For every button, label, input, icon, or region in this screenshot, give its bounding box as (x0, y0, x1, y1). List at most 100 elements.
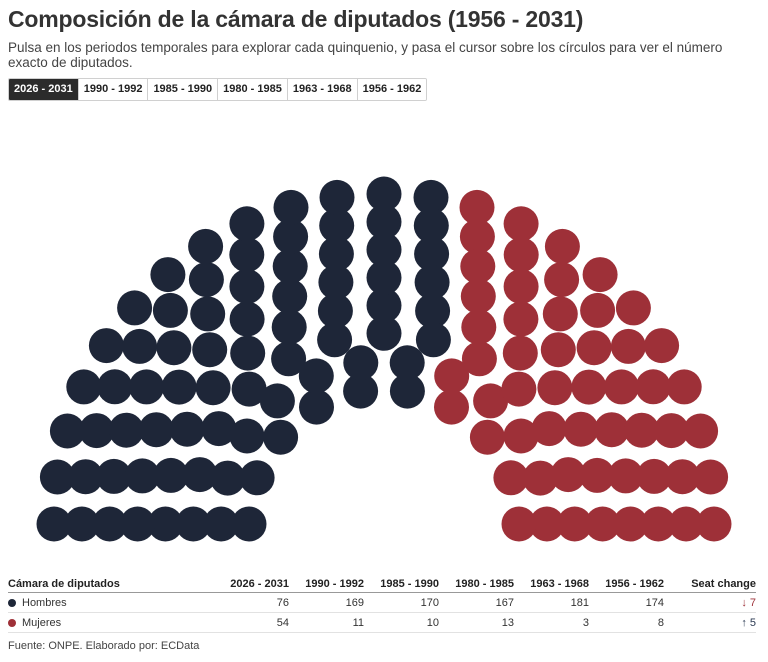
seat-hombres[interactable] (66, 369, 102, 405)
seat-hombres[interactable] (272, 278, 308, 314)
seat-hombres[interactable] (161, 369, 197, 405)
seat-hombres[interactable] (319, 179, 355, 215)
seat-hombres[interactable] (96, 458, 132, 494)
seat-mujeres[interactable] (503, 301, 539, 337)
tab-1985-1990[interactable]: 1985 - 1990 (148, 79, 219, 100)
seat-hombres[interactable] (389, 345, 425, 381)
seat-mujeres[interactable] (544, 228, 580, 264)
seat-hombres[interactable] (366, 176, 402, 212)
seat-mujeres[interactable] (636, 458, 672, 494)
seat-mujeres[interactable] (434, 358, 470, 394)
seat-mujeres[interactable] (531, 411, 567, 447)
seat-hombres[interactable] (319, 208, 355, 244)
seat-mujeres[interactable] (664, 459, 700, 495)
seat-mujeres[interactable] (459, 189, 495, 225)
seat-hombres[interactable] (366, 287, 402, 323)
seat-hombres[interactable] (366, 204, 402, 240)
seat-mujeres[interactable] (544, 262, 580, 298)
seat-hombres[interactable] (239, 460, 275, 496)
seat-hombres[interactable] (413, 208, 449, 244)
seat-hombres[interactable] (414, 236, 450, 272)
seat-hombres[interactable] (122, 328, 158, 364)
seat-hombres[interactable] (318, 264, 354, 300)
seat-hombres[interactable] (120, 506, 156, 542)
seat-hombres[interactable] (129, 369, 164, 405)
seat-hombres[interactable] (271, 309, 307, 345)
seat-mujeres[interactable] (608, 458, 644, 494)
seat-hombres[interactable] (203, 506, 239, 542)
seat-hombres[interactable] (175, 506, 211, 542)
seat-hombres[interactable] (201, 411, 237, 447)
seat-hombres[interactable] (229, 418, 265, 454)
seat-mujeres[interactable] (460, 278, 496, 314)
seat-mujeres[interactable] (610, 328, 646, 364)
seat-hombres[interactable] (188, 262, 224, 298)
seat-mujeres[interactable] (503, 206, 539, 242)
seat-hombres[interactable] (272, 248, 308, 284)
seat-mujeres[interactable] (615, 290, 651, 326)
seat-mujeres[interactable] (683, 413, 719, 449)
seat-hombres[interactable] (415, 293, 451, 329)
tab-1963-1968[interactable]: 1963 - 1968 (287, 79, 358, 100)
seat-hombres[interactable] (188, 228, 224, 264)
tab-1980-1985[interactable]: 1980 - 1985 (218, 79, 288, 100)
seat-mujeres[interactable] (461, 309, 497, 345)
seat-mujeres[interactable] (503, 418, 539, 454)
seat-mujeres[interactable] (461, 341, 497, 377)
seat-hombres[interactable] (343, 373, 379, 409)
seat-hombres[interactable] (317, 322, 353, 358)
seat-mujeres[interactable] (522, 460, 558, 496)
seat-hombres[interactable] (413, 179, 449, 215)
seat-hombres[interactable] (317, 293, 353, 329)
seat-hombres[interactable] (366, 315, 402, 351)
seat-hombres[interactable] (229, 237, 265, 273)
seat-mujeres[interactable] (582, 257, 618, 293)
seat-mujeres[interactable] (557, 506, 593, 542)
seat-hombres[interactable] (97, 369, 133, 405)
seat-hombres[interactable] (39, 459, 75, 495)
seat-mujeres[interactable] (580, 292, 616, 328)
seat-hombres[interactable] (49, 413, 85, 449)
seat-mujeres[interactable] (653, 413, 689, 449)
seat-hombres[interactable] (169, 411, 205, 447)
seat-hombres[interactable] (68, 459, 104, 495)
seat-mujeres[interactable] (473, 383, 509, 419)
seat-mujeres[interactable] (550, 457, 586, 493)
seat-mujeres[interactable] (459, 219, 495, 255)
seat-hombres[interactable] (124, 458, 160, 494)
seat-mujeres[interactable] (666, 369, 702, 405)
seat-mujeres[interactable] (668, 506, 704, 542)
seat-mujeres[interactable] (503, 237, 539, 273)
tab-1956-1962[interactable]: 1956 - 1962 (357, 79, 427, 100)
seat-mujeres[interactable] (501, 506, 537, 542)
seat-hombres[interactable] (263, 419, 299, 455)
seat-mujeres[interactable] (585, 506, 621, 542)
seat-hombres[interactable] (152, 292, 188, 328)
seat-mujeres[interactable] (579, 457, 615, 493)
seat-mujeres[interactable] (693, 459, 729, 495)
seat-hombres[interactable] (138, 412, 174, 448)
tab-2026-2031[interactable]: 2026 - 2031 (9, 79, 79, 100)
seat-hombres[interactable] (231, 506, 267, 542)
seat-hombres[interactable] (298, 358, 334, 394)
seat-mujeres[interactable] (503, 269, 539, 304)
seat-mujeres[interactable] (434, 389, 469, 425)
seat-hombres[interactable] (366, 260, 402, 296)
seat-hombres[interactable] (415, 322, 451, 358)
seat-hombres[interactable] (92, 506, 128, 542)
seat-mujeres[interactable] (594, 412, 630, 448)
seat-mujeres[interactable] (529, 506, 565, 542)
seat-mujeres[interactable] (624, 412, 660, 448)
seat-hombres[interactable] (231, 371, 267, 407)
seat-hombres[interactable] (271, 341, 307, 377)
seat-mujeres[interactable] (502, 335, 538, 371)
seat-hombres[interactable] (64, 506, 100, 542)
seat-mujeres[interactable] (571, 369, 607, 405)
seat-hombres[interactable] (318, 236, 354, 272)
seat-mujeres[interactable] (604, 369, 639, 405)
tab-1990-1992[interactable]: 1990 - 1992 (78, 79, 149, 100)
seat-hombres[interactable] (195, 370, 231, 406)
seat-hombres[interactable] (229, 269, 265, 304)
seat-mujeres[interactable] (493, 460, 529, 496)
seat-hombres[interactable] (229, 301, 265, 337)
